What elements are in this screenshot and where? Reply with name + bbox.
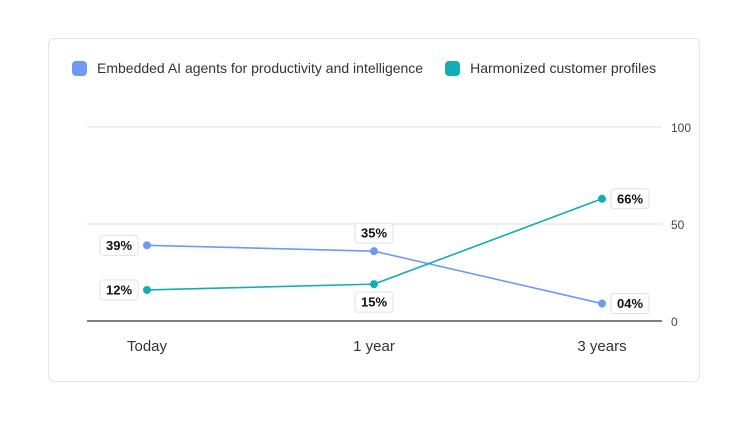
legend-item-embedded-ai[interactable]: Embedded AI agents for productivity and … xyxy=(72,60,423,76)
x-category-label-today: Today xyxy=(127,338,168,355)
legend: Embedded AI agents for productivity and … xyxy=(72,60,656,76)
x-category-labels: Today 1 year 3 years xyxy=(127,338,627,355)
data-label-text-embedded-ai-today: 39% xyxy=(106,238,132,253)
legend-label-harmonized-profiles: Harmonized customer profiles xyxy=(470,60,657,76)
data-label-harmonized-profiles-today: 12% xyxy=(99,279,139,301)
data-label-harmonized-profiles-1-year: 15% xyxy=(354,291,394,313)
y-tick-label-100: 100 xyxy=(671,121,691,135)
data-label-text-harmonized-profiles-3-years: 66% xyxy=(617,191,643,206)
x-category-label-3-years: 3 years xyxy=(577,338,626,355)
data-label-box-harmonized-profiles-today xyxy=(99,279,139,301)
data-point-embedded-ai-today[interactable] xyxy=(143,241,151,250)
data-label-box-embedded-ai-1-year xyxy=(354,222,394,244)
data-label-embedded-ai-today: 39% xyxy=(99,234,139,256)
legend-label-embedded-ai: Embedded AI agents for productivity and … xyxy=(97,60,424,76)
legend-swatch-embedded-ai xyxy=(72,60,87,76)
data-label-text-embedded-ai-1-year: 35% xyxy=(361,226,387,241)
series-layer xyxy=(143,194,606,308)
legend-swatch-harmonized-profiles xyxy=(445,60,461,76)
y-tick-labels: 0 50 100 xyxy=(671,121,691,329)
data-point-harmonized-profiles-today[interactable] xyxy=(143,285,151,294)
x-category-label-1-year: 1 year xyxy=(353,338,395,355)
data-label-box-harmonized-profiles-1-year xyxy=(354,291,394,313)
data-label-text-harmonized-profiles-1-year: 15% xyxy=(361,295,387,310)
data-label-box-embedded-ai-today xyxy=(99,234,139,256)
data-point-harmonized-profiles-3-years[interactable] xyxy=(598,194,606,203)
series-line-harmonized-profiles xyxy=(146,198,603,291)
data-label-harmonized-profiles-3-years: 66% xyxy=(610,188,650,210)
data-label-layer: 39% 35% 04% 12% 15% 66% xyxy=(99,188,650,315)
y-tick-label-0: 0 xyxy=(671,315,678,329)
data-label-embedded-ai-3-years: 04% xyxy=(610,293,650,315)
chart-card xyxy=(48,38,700,382)
data-point-embedded-ai-1-year[interactable] xyxy=(370,247,378,256)
data-label-text-harmonized-profiles-today: 12% xyxy=(106,282,132,297)
data-label-text-embedded-ai-3-years: 04% xyxy=(617,296,643,311)
data-label-embedded-ai-1-year: 35% xyxy=(354,222,394,244)
legend-item-harmonized-profiles[interactable]: Harmonized customer profiles xyxy=(445,60,656,76)
data-label-box-embedded-ai-3-years xyxy=(610,293,650,315)
data-point-harmonized-profiles-1-year[interactable] xyxy=(370,280,378,289)
data-label-box-harmonized-profiles-3-years xyxy=(610,188,650,210)
data-point-embedded-ai-3-years[interactable] xyxy=(598,299,606,308)
y-tick-label-50: 50 xyxy=(671,218,685,232)
